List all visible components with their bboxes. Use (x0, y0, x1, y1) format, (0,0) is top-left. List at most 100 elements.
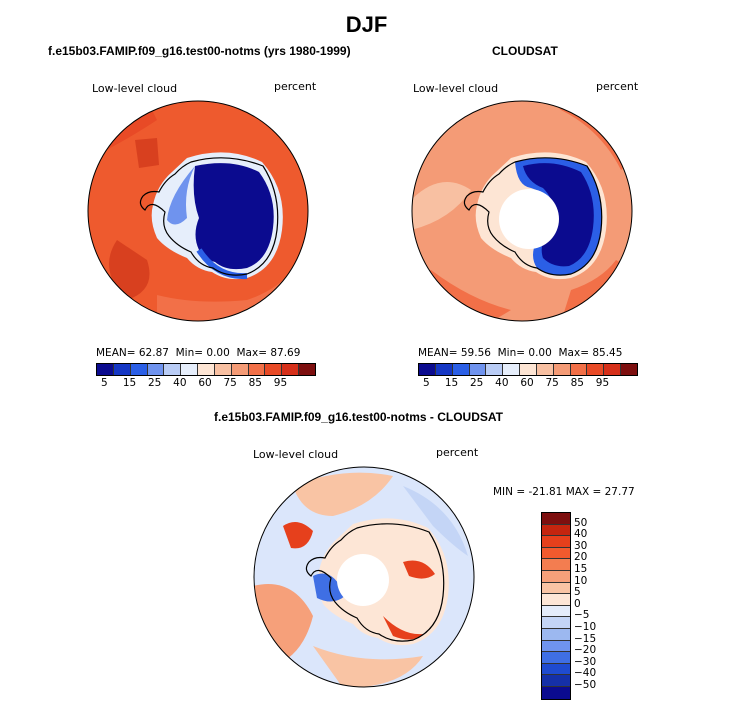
panel1-title: f.e15b03.FAMIP.f09_g16.test00-notms (yrs… (48, 44, 351, 58)
colorbar-tick-label: 40 (495, 377, 509, 389)
colorbar-tick-label: 5 (574, 586, 581, 599)
panel1-unit-label: percent (274, 80, 317, 93)
panel3-unit-label: percent (436, 446, 479, 459)
colorbar-swatch (419, 364, 436, 375)
colorbar-tick-label: 25 (470, 377, 484, 389)
colorbar-swatch (542, 570, 570, 583)
panel2-stats: MEAN= 59.56 Min= 0.00 Max= 85.45 (418, 347, 622, 359)
panel2-max-label: Max= (558, 347, 589, 359)
panel1-coastline (139, 157, 279, 276)
colorbar-tick-label: −5 (574, 609, 590, 622)
colorbar-swatch (604, 364, 622, 375)
panel1-interior-low (193, 163, 274, 270)
panel3-region-pos-e (403, 560, 435, 579)
colorbar-swatch (570, 364, 588, 375)
colorbar-tick-label: −10 (574, 621, 597, 633)
panel1-region-high-nw (135, 138, 159, 168)
panel1-map-border (87, 100, 309, 322)
colorbar-tick-label: 0 (574, 597, 581, 610)
colorbar-tick-label: −50 (574, 679, 597, 691)
colorbar-tick-label: 95 (595, 377, 610, 389)
panel1-stats: MEAN= 62.87 Min= 0.00 Max= 87.69 (96, 347, 300, 359)
colorbar-swatch (542, 652, 570, 664)
panel3-stats: MIN = -21.81 MAX = 27.77 (493, 486, 635, 498)
colorbar-tick-label: 50 (574, 516, 588, 529)
panel3-max-value: 27.77 (604, 486, 635, 498)
colorbar-swatch (503, 364, 521, 375)
panel2-missing-data-hole (499, 189, 559, 249)
colorbar-swatch (542, 663, 570, 676)
panel3-map-border (253, 466, 475, 688)
colorbar-swatch (147, 364, 165, 375)
panel2-coastline (463, 157, 603, 276)
panel2-colorbar (418, 363, 638, 376)
colorbar-swatch (553, 364, 571, 375)
colorbar-tick-label: 5 (423, 377, 430, 389)
colorbar-tick-label: 85 (570, 377, 584, 389)
colorbar-swatch (542, 675, 570, 687)
panel3-min-label: MIN = (493, 486, 526, 498)
panel2-region-mid-w (412, 182, 471, 230)
colorbar-swatch (486, 364, 504, 375)
panel1-region-high-sw (109, 240, 150, 300)
panel2-max-value: 85.45 (592, 347, 623, 359)
colorbar-swatch (587, 364, 605, 375)
colorbar-tick-label: 75 (223, 377, 237, 389)
colorbar-tick-label: 20 (574, 551, 588, 564)
panel2-colorbar-ticks: 5 15 25 40 60 75 85 95 (418, 377, 638, 391)
colorbar-tick-label: 15 (574, 563, 588, 575)
colorbar-swatch (542, 536, 570, 548)
panel2-mean-label: MEAN= (418, 347, 458, 359)
panel2-min-label: Min= (497, 347, 526, 359)
colorbar-tick-label: 95 (273, 377, 288, 389)
colorbar-swatch (542, 524, 570, 537)
panel1-peninsula-low (167, 166, 195, 225)
colorbar-swatch (542, 617, 570, 629)
colorbar-swatch (542, 513, 570, 525)
colorbar-tick-label: 40 (574, 528, 588, 541)
colorbar-tick-label: −30 (574, 655, 597, 668)
colorbar-tick-label: 75 (545, 377, 559, 389)
panel1-mean-value: 62.87 (138, 347, 169, 359)
colorbar-tick-label: 15 (122, 377, 137, 389)
colorbar-tick-label: 10 (574, 574, 588, 587)
panel2-map (411, 100, 633, 322)
colorbar-swatch (542, 628, 570, 641)
panel2-map-border (411, 100, 633, 322)
panel3-region-pos-s (313, 646, 423, 687)
panel1-variable-label: Low-level cloud (92, 82, 178, 95)
colorbar-swatch (282, 364, 300, 375)
colorbar-swatch (542, 605, 570, 618)
colorbar-swatch (452, 364, 470, 375)
panel3-max-label: MAX = (565, 486, 602, 498)
colorbar-tick-label: 85 (248, 377, 262, 389)
panel1-mean-label: MEAN= (96, 347, 136, 359)
colorbar-swatch (130, 364, 148, 375)
panel2-unit-label: percent (596, 80, 639, 93)
colorbar-tick-label: 60 (198, 377, 212, 389)
panel2-title: CLOUDSAT (492, 44, 558, 58)
colorbar-swatch (113, 364, 131, 375)
colorbar-tick-label: 40 (173, 377, 187, 389)
panel3-title: f.e15b03.FAMIP.f09_g16.test00-notms - CL… (214, 410, 503, 424)
panel3-region-pos-nw (283, 522, 313, 549)
colorbar-swatch (265, 364, 283, 375)
panel3-region-neg-coast (313, 573, 345, 602)
panel3-region-neg-ne (403, 486, 468, 556)
colorbar-tick-label: 30 (574, 539, 588, 552)
colorbar-tick-label: 5 (101, 377, 108, 389)
panel3-min-value: -21.81 (528, 486, 563, 498)
colorbar-swatch (435, 364, 453, 375)
panel1-max-label: Max= (236, 347, 267, 359)
panel3-missing-data-hole (337, 554, 389, 606)
panel1-map (87, 100, 309, 322)
panel2-variable-label: Low-level cloud (413, 82, 499, 95)
colorbar-swatch (542, 582, 570, 595)
colorbar-swatch (248, 364, 266, 375)
colorbar-swatch (198, 364, 215, 375)
panel3-map (253, 466, 475, 688)
panel1-max-value: 87.69 (270, 347, 301, 359)
colorbar-swatch (231, 364, 249, 375)
colorbar-tick-label: 25 (148, 377, 162, 389)
page-title: DJF (345, 12, 388, 37)
